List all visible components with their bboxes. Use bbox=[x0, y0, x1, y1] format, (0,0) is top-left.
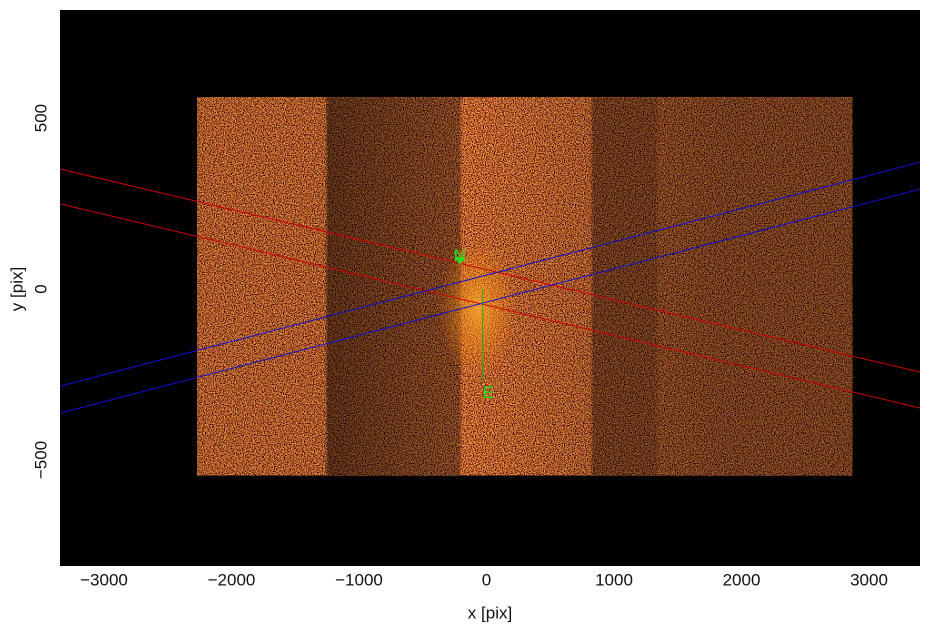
y-axis-label: y [pix] bbox=[7, 267, 26, 311]
x-tick-label: 2000 bbox=[723, 570, 761, 589]
y-tick-label: 0 bbox=[31, 284, 50, 293]
compass-arrow bbox=[454, 256, 464, 266]
slit-line bbox=[59, 188, 921, 414]
x-tick-label: 3000 bbox=[850, 570, 888, 589]
plot-area: NE bbox=[59, 10, 921, 566]
x-tick-label: 0 bbox=[482, 570, 491, 589]
source-glow bbox=[438, 239, 519, 380]
x-tick-label: −3000 bbox=[80, 570, 128, 589]
slit-line bbox=[59, 168, 921, 373]
x-axis-label: x [pix] bbox=[468, 603, 512, 622]
x-tick-label: −1000 bbox=[335, 570, 383, 589]
slit-line bbox=[59, 203, 921, 409]
y-tick-label: −500 bbox=[31, 441, 50, 479]
slit-line bbox=[59, 161, 921, 387]
x-tick-label: 1000 bbox=[595, 570, 633, 589]
chip-shading bbox=[197, 97, 853, 476]
y-tick-label: 500 bbox=[31, 104, 50, 132]
compass-label: E bbox=[483, 383, 494, 402]
x-tick-label: −2000 bbox=[208, 570, 256, 589]
compass-label: N bbox=[454, 246, 466, 265]
